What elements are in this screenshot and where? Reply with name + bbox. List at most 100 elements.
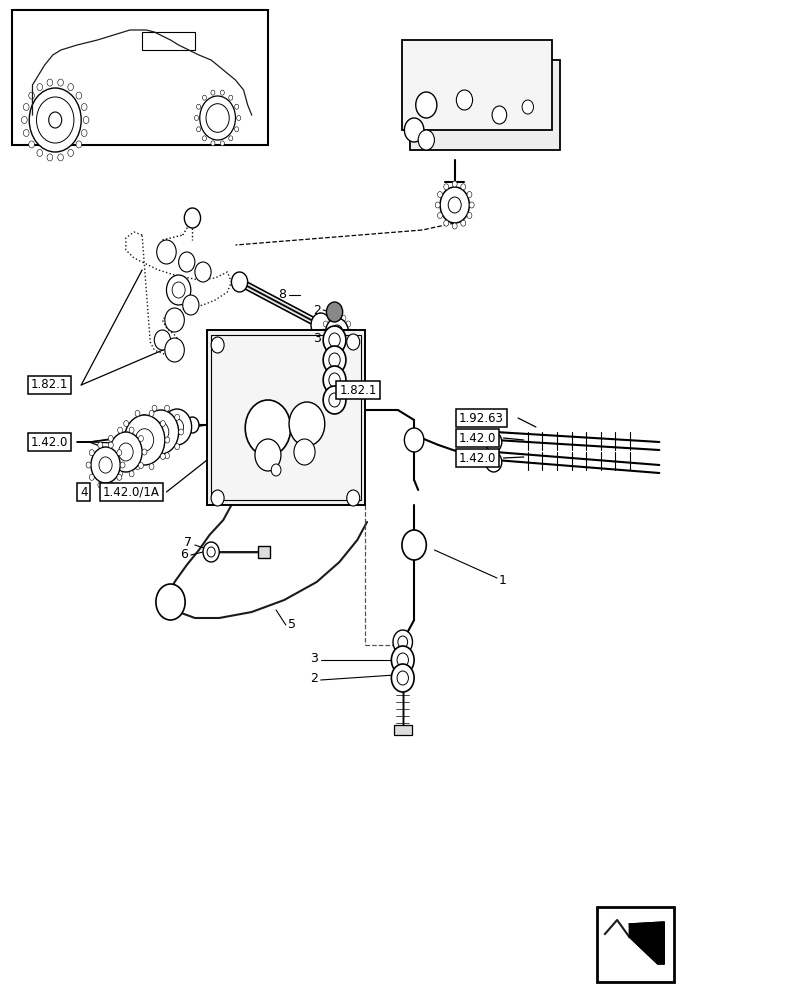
Circle shape xyxy=(28,141,34,148)
Circle shape xyxy=(435,202,440,208)
Circle shape xyxy=(346,490,359,506)
Circle shape xyxy=(157,240,176,264)
Circle shape xyxy=(485,432,501,452)
Circle shape xyxy=(84,116,89,123)
Circle shape xyxy=(36,97,74,143)
Circle shape xyxy=(37,84,43,91)
Circle shape xyxy=(345,321,350,327)
Circle shape xyxy=(397,671,408,685)
Circle shape xyxy=(418,130,434,150)
Circle shape xyxy=(415,92,436,118)
Circle shape xyxy=(123,421,128,427)
Circle shape xyxy=(119,437,124,443)
Circle shape xyxy=(143,410,178,454)
Circle shape xyxy=(98,442,103,448)
Circle shape xyxy=(86,462,91,468)
Circle shape xyxy=(346,334,359,350)
Circle shape xyxy=(68,84,74,91)
Circle shape xyxy=(108,442,113,448)
Circle shape xyxy=(393,630,412,654)
Bar xyxy=(401,40,551,130)
Bar xyxy=(410,60,560,150)
Circle shape xyxy=(328,343,333,349)
Circle shape xyxy=(444,220,448,226)
Text: 3: 3 xyxy=(312,332,320,344)
Text: 2: 2 xyxy=(312,304,320,316)
Circle shape xyxy=(129,471,134,477)
Bar xyxy=(207,330,365,505)
Circle shape xyxy=(24,104,29,111)
Circle shape xyxy=(485,452,501,472)
Circle shape xyxy=(58,154,63,161)
Circle shape xyxy=(28,92,34,99)
Circle shape xyxy=(440,187,469,223)
Circle shape xyxy=(165,405,169,411)
Circle shape xyxy=(81,104,87,111)
Circle shape xyxy=(118,471,122,477)
Bar xyxy=(393,725,411,735)
Circle shape xyxy=(323,321,328,327)
Circle shape xyxy=(124,415,165,465)
Circle shape xyxy=(323,386,345,414)
Text: 6: 6 xyxy=(180,548,188,562)
Circle shape xyxy=(154,330,170,350)
Circle shape xyxy=(135,410,139,416)
Circle shape xyxy=(166,275,191,305)
Circle shape xyxy=(401,530,426,560)
Circle shape xyxy=(211,490,224,506)
Circle shape xyxy=(142,444,147,450)
Circle shape xyxy=(160,589,181,615)
Circle shape xyxy=(452,223,457,229)
Circle shape xyxy=(328,333,340,347)
Circle shape xyxy=(149,464,154,470)
Circle shape xyxy=(139,435,144,441)
Circle shape xyxy=(229,95,233,100)
Text: 1.42.0: 1.42.0 xyxy=(458,452,496,464)
Circle shape xyxy=(182,295,199,315)
Circle shape xyxy=(234,104,238,109)
Bar xyxy=(12,10,268,145)
Circle shape xyxy=(161,421,165,427)
Circle shape xyxy=(174,444,179,450)
Circle shape xyxy=(466,213,471,219)
Circle shape xyxy=(152,453,157,459)
Circle shape xyxy=(118,443,133,461)
Text: 1.42.0: 1.42.0 xyxy=(31,436,68,448)
Circle shape xyxy=(334,313,339,319)
Text: 8: 8 xyxy=(277,288,285,302)
Circle shape xyxy=(397,653,408,667)
Circle shape xyxy=(321,329,326,335)
Circle shape xyxy=(109,432,142,472)
Polygon shape xyxy=(629,922,663,964)
Text: 1: 1 xyxy=(498,574,506,586)
Circle shape xyxy=(105,449,109,455)
Circle shape xyxy=(118,427,122,433)
Text: 2: 2 xyxy=(310,672,318,684)
Circle shape xyxy=(245,400,290,456)
Circle shape xyxy=(108,482,113,488)
Circle shape xyxy=(328,315,333,321)
Circle shape xyxy=(452,181,457,187)
Bar xyxy=(258,546,269,558)
Circle shape xyxy=(174,414,179,420)
Circle shape xyxy=(491,106,506,124)
Circle shape xyxy=(207,547,215,557)
Circle shape xyxy=(186,417,199,433)
Circle shape xyxy=(202,136,206,141)
Circle shape xyxy=(139,463,144,469)
Text: 1.82.1: 1.82.1 xyxy=(31,378,68,391)
Circle shape xyxy=(461,220,465,226)
Circle shape xyxy=(152,405,157,411)
Circle shape xyxy=(211,90,215,95)
Circle shape xyxy=(47,154,53,161)
Circle shape xyxy=(156,584,185,620)
Circle shape xyxy=(271,464,281,476)
Circle shape xyxy=(184,208,200,228)
Circle shape xyxy=(196,127,200,132)
Circle shape xyxy=(323,337,328,343)
Circle shape xyxy=(294,439,315,465)
Circle shape xyxy=(76,141,82,148)
Circle shape xyxy=(397,636,407,648)
Circle shape xyxy=(178,252,195,272)
Circle shape xyxy=(289,402,324,446)
